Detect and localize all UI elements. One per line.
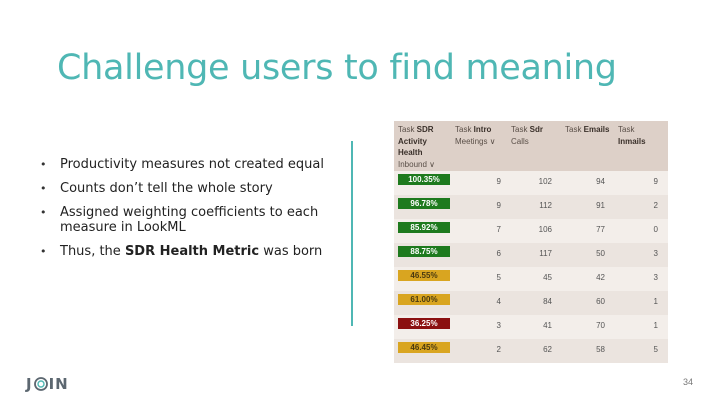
cell-calls: 45 [543, 273, 552, 282]
health-badge: 96.78% [398, 198, 450, 209]
cell-emails: 77 [596, 225, 605, 234]
cell-inmails: 3 [653, 249, 658, 258]
cell-emails: 58 [596, 345, 605, 354]
cell-inmails: 1 [653, 321, 658, 330]
column-header-emails[interactable]: Task Emails [565, 125, 610, 134]
health-badge: 46.45% [398, 342, 450, 353]
table-row: 61.00% 4 84 60 1 [394, 291, 668, 315]
health-badge: 61.00% [398, 294, 450, 305]
health-badge: 88.75% [398, 246, 450, 257]
cell-calls: 84 [543, 297, 552, 306]
page-number: 34 [683, 377, 694, 387]
cell-meetings: 9 [496, 201, 501, 210]
table-header: Task SDR Activity Health Inbound ∨ Task … [394, 121, 668, 171]
bullet-item: Counts don’t tell the whole story [40, 181, 330, 196]
cell-emails: 94 [596, 177, 605, 186]
bullet-item: Thus, the SDR Health Metric was born [40, 244, 330, 259]
cell-calls: 117 [539, 249, 552, 258]
cell-meetings: 2 [496, 345, 501, 354]
cell-meetings: 3 [496, 321, 501, 330]
join-logo: J IN [26, 375, 69, 393]
cell-inmails: 2 [653, 201, 658, 210]
cell-meetings: 4 [496, 297, 501, 306]
health-badge: 36.25% [398, 318, 450, 329]
cell-meetings: 5 [496, 273, 501, 282]
column-header-inmails[interactable]: Task Inmails [618, 125, 646, 146]
cell-calls: 102 [538, 177, 552, 186]
logo-target-icon [33, 377, 48, 391]
bullet-item: Assigned weighting coefficients to each … [40, 205, 330, 235]
cell-emails: 50 [596, 249, 605, 258]
cell-meetings: 7 [496, 225, 501, 234]
vertical-divider [351, 141, 353, 326]
cell-inmails: 5 [653, 345, 658, 354]
bullet-list: Productivity measures not created equal … [40, 157, 330, 268]
data-table-screenshot: Task SDR Activity Health Inbound ∨ Task … [394, 121, 668, 363]
cell-emails: 91 [596, 201, 605, 210]
column-header-calls[interactable]: Task Sdr Calls [511, 125, 544, 146]
health-badge: 85.92% [398, 222, 450, 233]
cell-meetings: 6 [496, 249, 501, 258]
cell-meetings: 9 [496, 177, 501, 186]
cell-calls: 62 [543, 345, 552, 354]
table-row: 46.45% 2 62 58 5 [394, 339, 668, 363]
cell-inmails: 3 [653, 273, 658, 282]
column-header-meetings[interactable]: Task Intro Meetings ∨ [455, 125, 496, 146]
cell-calls: 106 [538, 225, 552, 234]
bullet-bold-term: SDR Health Metric [124, 244, 260, 259]
bullet-item: Productivity measures not created equal [40, 157, 330, 172]
cell-inmails: 1 [653, 297, 658, 306]
cell-emails: 70 [596, 321, 605, 330]
table-row: 88.75% 6 117 50 3 [394, 243, 668, 267]
column-header-health[interactable]: Task SDR Activity Health Inbound ∨ [398, 125, 435, 169]
health-badge: 46.55% [398, 270, 450, 281]
table-row: 36.25% 3 41 70 1 [394, 315, 668, 339]
table-row: 100.35% 9 102 94 9 [394, 171, 668, 195]
cell-emails: 60 [596, 297, 605, 306]
cell-calls: 41 [543, 321, 552, 330]
table-row: 85.92% 7 106 77 0 [394, 219, 668, 243]
health-badge: 100.35% [398, 174, 450, 185]
cell-inmails: 0 [653, 225, 658, 234]
table-row: 96.78% 9 112 91 2 [394, 195, 668, 219]
table-row: 46.55% 5 45 42 3 [394, 267, 668, 291]
slide-title: Challenge users to find meaning [57, 48, 617, 88]
cell-inmails: 9 [653, 177, 658, 186]
cell-calls: 112 [539, 201, 552, 210]
cell-emails: 42 [596, 273, 605, 282]
